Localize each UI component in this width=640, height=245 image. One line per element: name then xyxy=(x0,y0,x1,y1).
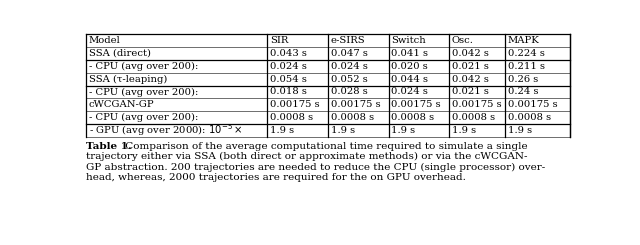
Text: Comparison of the average computational time required to simulate a single: Comparison of the average computational … xyxy=(122,142,528,151)
Text: 0.021 s: 0.021 s xyxy=(452,62,489,71)
Text: cWCGAN-GP: cWCGAN-GP xyxy=(89,100,154,109)
Text: trajectory either via SSA (both direct or approximate methods) or via the cWCGAN: trajectory either via SSA (both direct o… xyxy=(86,152,527,161)
Text: 0.24 s: 0.24 s xyxy=(508,87,538,97)
Text: 0.00175 s: 0.00175 s xyxy=(271,100,320,109)
Text: 0.024 s: 0.024 s xyxy=(331,62,368,71)
Text: 0.224 s: 0.224 s xyxy=(508,49,545,58)
Text: 0.028 s: 0.028 s xyxy=(331,87,368,97)
Text: 0.021 s: 0.021 s xyxy=(452,87,489,97)
Text: - GPU (avg over 2000): $10^{-5}\times$: - GPU (avg over 2000): $10^{-5}\times$ xyxy=(89,122,243,138)
Text: 0.018 s: 0.018 s xyxy=(271,87,307,97)
Text: 0.052 s: 0.052 s xyxy=(331,74,368,84)
Text: 0.047 s: 0.047 s xyxy=(331,49,368,58)
Text: SIR: SIR xyxy=(271,36,289,45)
Text: 1.9 s: 1.9 s xyxy=(452,126,476,135)
Text: 1.9 s: 1.9 s xyxy=(331,126,355,135)
Text: head, whereas, 2000 trajectories are required for the on GPU overhead.: head, whereas, 2000 trajectories are req… xyxy=(86,173,466,182)
Text: - CPU (avg over 200):: - CPU (avg over 200): xyxy=(89,87,198,97)
Text: 0.042 s: 0.042 s xyxy=(452,49,489,58)
Text: Table 1.: Table 1. xyxy=(86,142,132,151)
Text: 0.042 s: 0.042 s xyxy=(452,74,489,84)
Text: GP abstraction. 200 trajectories are needed to reduce the CPU (single processor): GP abstraction. 200 trajectories are nee… xyxy=(86,162,545,171)
Text: Osc.: Osc. xyxy=(452,36,474,45)
Text: SSA (τ-leaping): SSA (τ-leaping) xyxy=(89,74,167,84)
Text: 1.9 s: 1.9 s xyxy=(271,126,294,135)
Text: SSA (direct): SSA (direct) xyxy=(89,49,151,58)
Text: - CPU (avg over 200):: - CPU (avg over 200): xyxy=(89,113,198,122)
Text: e-SIRS: e-SIRS xyxy=(331,36,365,45)
Text: Model: Model xyxy=(89,36,121,45)
Text: 0.024 s: 0.024 s xyxy=(392,87,428,97)
Text: 0.211 s: 0.211 s xyxy=(508,62,545,71)
Text: 0.00175 s: 0.00175 s xyxy=(392,100,441,109)
Text: 0.054 s: 0.054 s xyxy=(271,74,307,84)
Text: 0.00175 s: 0.00175 s xyxy=(452,100,502,109)
Text: 0.041 s: 0.041 s xyxy=(392,49,429,58)
Text: 0.043 s: 0.043 s xyxy=(271,49,307,58)
Text: 0.00175 s: 0.00175 s xyxy=(508,100,557,109)
Text: 0.0008 s: 0.0008 s xyxy=(271,113,314,122)
Text: 0.020 s: 0.020 s xyxy=(392,62,428,71)
Text: - CPU (avg over 200):: - CPU (avg over 200): xyxy=(89,62,198,71)
Text: MAPK: MAPK xyxy=(508,36,540,45)
Text: 1.9 s: 1.9 s xyxy=(508,126,532,135)
Text: 1.9 s: 1.9 s xyxy=(392,126,415,135)
Text: 0.0008 s: 0.0008 s xyxy=(331,113,374,122)
Text: 0.0008 s: 0.0008 s xyxy=(508,113,551,122)
Text: 0.0008 s: 0.0008 s xyxy=(392,113,435,122)
Text: Switch: Switch xyxy=(392,36,426,45)
Text: 0.0008 s: 0.0008 s xyxy=(452,113,495,122)
Text: 0.044 s: 0.044 s xyxy=(392,74,429,84)
Text: 0.024 s: 0.024 s xyxy=(271,62,307,71)
Text: 0.00175 s: 0.00175 s xyxy=(331,100,381,109)
Text: 0.26 s: 0.26 s xyxy=(508,74,538,84)
